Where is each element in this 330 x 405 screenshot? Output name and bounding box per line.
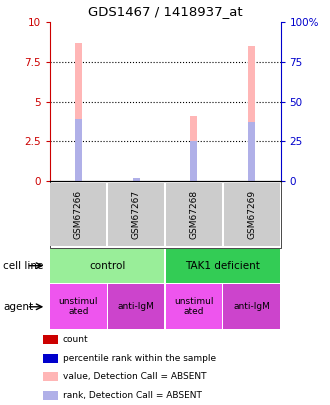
Text: GSM67267: GSM67267 xyxy=(132,190,141,239)
Bar xyxy=(248,46,255,181)
Text: count: count xyxy=(63,335,88,344)
Text: anti-IgM: anti-IgM xyxy=(118,302,154,311)
Text: cell line: cell line xyxy=(3,261,44,271)
Text: anti-IgM: anti-IgM xyxy=(233,302,270,311)
Text: value, Detection Call = ABSENT: value, Detection Call = ABSENT xyxy=(63,373,206,382)
Text: GSM67269: GSM67269 xyxy=(247,190,256,239)
Text: control: control xyxy=(89,261,125,271)
Bar xyxy=(190,141,197,181)
Text: GDS1467 / 1418937_at: GDS1467 / 1418937_at xyxy=(88,5,242,18)
Text: GSM67266: GSM67266 xyxy=(74,190,83,239)
Text: unstimul
ated: unstimul ated xyxy=(174,297,214,316)
Bar xyxy=(75,43,82,181)
Text: unstimul
ated: unstimul ated xyxy=(59,297,98,316)
Text: rank, Detection Call = ABSENT: rank, Detection Call = ABSENT xyxy=(63,391,202,400)
Bar xyxy=(190,116,197,181)
Text: percentile rank within the sample: percentile rank within the sample xyxy=(63,354,216,362)
Text: TAK1 deficient: TAK1 deficient xyxy=(185,261,260,271)
Text: GSM67268: GSM67268 xyxy=(189,190,198,239)
Bar xyxy=(248,122,255,181)
Bar xyxy=(75,119,82,181)
Bar xyxy=(133,178,140,181)
Bar xyxy=(133,179,140,181)
Text: agent: agent xyxy=(3,302,33,312)
